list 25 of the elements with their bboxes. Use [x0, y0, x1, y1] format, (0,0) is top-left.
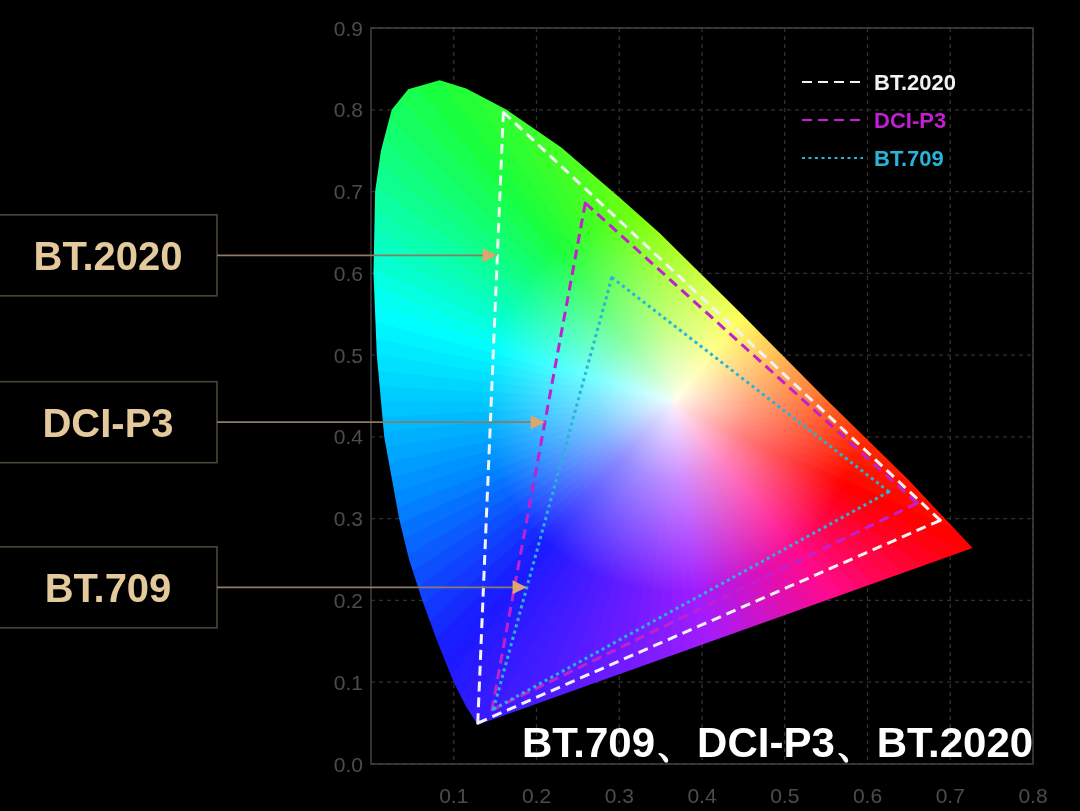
- y-tick-label: 0.7: [333, 180, 363, 204]
- x-tick-label: 0.5: [770, 784, 800, 807]
- y-tick-label: 0.6: [333, 261, 363, 285]
- y-tick-label: 0.0: [333, 752, 363, 776]
- y-tick-label: 0.4: [333, 425, 364, 449]
- legend-label: DCI-P3: [874, 108, 947, 133]
- legend-label: BT.709: [874, 146, 944, 171]
- y-tick-label: 0.5: [333, 343, 363, 367]
- x-tick-label: 0.8: [1018, 784, 1048, 807]
- y-tick-label: 0.2: [333, 588, 363, 612]
- y-tick-label: 0.9: [333, 16, 363, 40]
- legend-label: BT.2020: [874, 70, 956, 95]
- x-tick-label: 0.3: [604, 784, 634, 807]
- y-tick-label: 0.3: [333, 507, 363, 531]
- annotation: BT.2020: [33, 233, 183, 278]
- x-tick-label: 0.6: [852, 784, 883, 807]
- annotation: DCI-P3: [42, 400, 174, 445]
- x-tick-label: 0.1: [439, 784, 469, 807]
- annotation: BT.709: [44, 565, 172, 610]
- x-tick-label: 0.4: [687, 784, 717, 807]
- x-tick-label: 0.7: [935, 784, 965, 807]
- y-tick-label: 0.1: [333, 670, 363, 694]
- y-tick-label: 0.8: [333, 98, 363, 122]
- x-tick-label: 0.2: [521, 784, 552, 807]
- title: BT.709、DCI-P3、BT.2020: [522, 719, 1034, 766]
